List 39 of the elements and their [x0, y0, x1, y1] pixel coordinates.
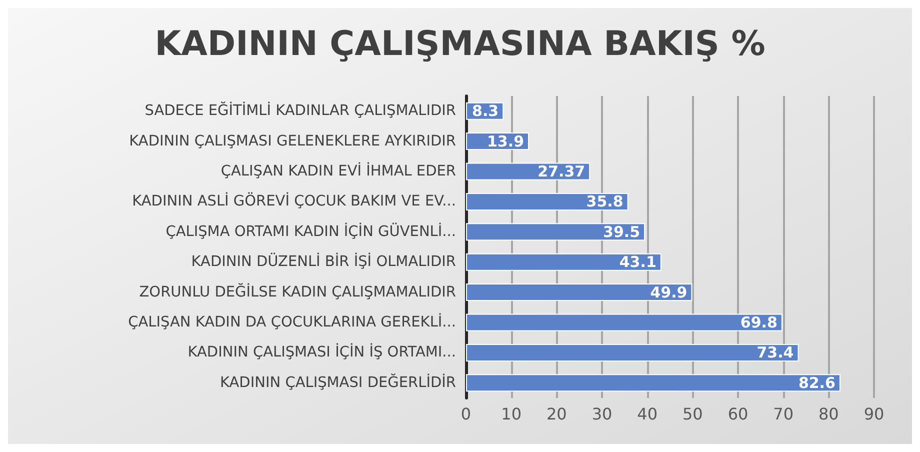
y-tick-label: ÇALIŞAN KADIN EVİ İHMAL EDER [220, 162, 456, 180]
data-label: 69.8 [740, 314, 778, 332]
y-tick-label: KADININ ÇALIŞMASI İÇİN İŞ ORTAMI... [188, 342, 456, 361]
bar [466, 344, 799, 362]
bar [466, 284, 692, 302]
data-label: 73.4 [756, 344, 794, 362]
bar [466, 192, 628, 210]
x-tick-label: 50 [682, 404, 703, 424]
y-tick-label: ZORUNLU DEĞİLSE KADIN ÇALIŞMAMALIDIR [139, 282, 456, 300]
x-tick-label: 80 [818, 404, 839, 424]
y-tick-label: ÇALIŞAN KADIN DA ÇOCUKLARINA GEREKLİ... [128, 312, 456, 330]
x-tick-label: 40 [637, 404, 658, 424]
data-label: 43.1 [619, 253, 656, 272]
data-label: 13.9 [487, 132, 524, 150]
bar [466, 162, 590, 180]
x-tick-label: 10 [501, 404, 522, 424]
x-tick-label: 30 [592, 404, 612, 424]
data-label: 49.9 [650, 283, 688, 302]
x-tick-label: 20 [546, 404, 567, 424]
data-label: 82.6 [798, 374, 836, 392]
bar [466, 223, 646, 241]
bar [466, 314, 782, 332]
y-tick-label: KADININ DÜZENLİ BİR İŞİ OLMALIDIR [191, 252, 456, 270]
bar [466, 374, 840, 392]
data-label: 35.8 [586, 192, 624, 211]
bar [466, 253, 662, 271]
data-label: 27.37 [538, 162, 586, 180]
x-tick-label: 70 [773, 404, 794, 424]
x-tick-label: 0 [460, 404, 472, 424]
x-tick-label: 90 [864, 404, 884, 424]
y-tick-label: ÇALIŞMA ORTAMI KADIN İÇİN GÜVENLİ... [166, 222, 456, 240]
data-label: 8.3 [472, 102, 499, 120]
y-tick-label: KADININ ASLİ GÖREVİ ÇOCUK BAKIM VE EV... [132, 192, 456, 210]
x-tick-label: 60 [728, 404, 748, 424]
y-tick-label: SADECE EĞİTİMLİ KADINLAR ÇALIŞMALIDIR [144, 101, 456, 120]
chart-title: KADININ ÇALIŞMASINA BAKIŞ % [154, 24, 766, 64]
y-tick-label: KADININ ÇALIŞMASI GELENEKLERE AYKIRIDIR [129, 133, 456, 150]
y-tick-label: KADININ ÇALIŞMASI DEĞERLİDİR [220, 372, 456, 391]
data-label: 39.5 [603, 222, 640, 241]
